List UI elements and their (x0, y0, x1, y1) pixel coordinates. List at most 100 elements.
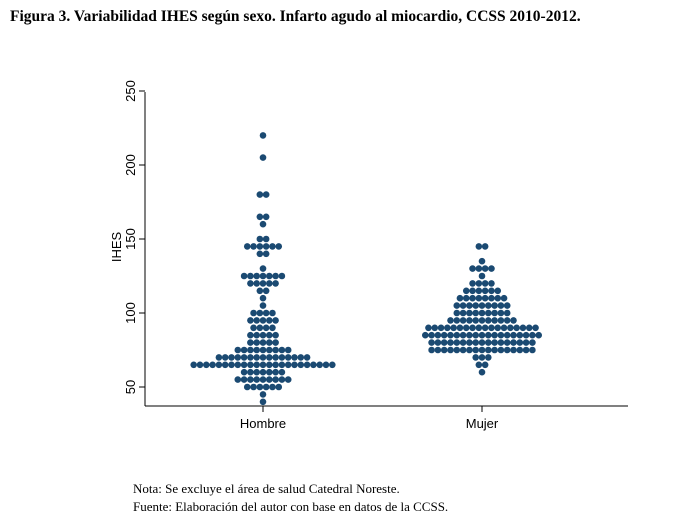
data-point (466, 309, 473, 317)
data-point (494, 294, 502, 302)
data-point (431, 324, 439, 332)
data-points (190, 132, 542, 406)
data-point (516, 346, 524, 354)
data-point (262, 235, 270, 243)
data-point (453, 339, 461, 346)
data-point (228, 361, 235, 369)
data-point (243, 383, 251, 391)
data-point (459, 339, 467, 346)
data-point (259, 398, 267, 406)
data-point (262, 243, 270, 250)
data-point (459, 302, 467, 309)
data-point (428, 346, 435, 354)
data-point (472, 302, 480, 309)
data-point (497, 302, 505, 309)
data-point (447, 346, 454, 354)
data-point (472, 346, 480, 354)
data-point (259, 265, 267, 272)
data-point (516, 339, 524, 346)
data-point (475, 243, 483, 250)
data-point (519, 324, 527, 332)
data-point (269, 324, 276, 332)
data-point (266, 272, 273, 280)
y-tick-label: 50 (123, 380, 138, 394)
data-point (478, 346, 486, 354)
data-point (522, 331, 530, 339)
data-point (284, 354, 292, 361)
x-tick-label: Mujer (466, 416, 499, 431)
data-point (221, 354, 229, 361)
data-point (422, 331, 429, 339)
data-point (472, 309, 480, 317)
data-point (240, 354, 248, 361)
data-point (284, 346, 292, 354)
data-point (440, 346, 448, 354)
data-point (215, 354, 223, 361)
data-point (472, 331, 480, 339)
data-point (247, 368, 254, 376)
data-point (234, 376, 242, 383)
data-point (497, 317, 505, 324)
data-point (475, 294, 483, 302)
data-point (522, 339, 530, 346)
data-point (481, 280, 489, 287)
data-point (209, 361, 216, 369)
data-point (272, 331, 279, 339)
data-point (462, 294, 470, 302)
data-point (478, 257, 486, 265)
data-point (428, 331, 435, 339)
data-point (272, 376, 279, 383)
data-point (535, 331, 542, 339)
data-point (228, 354, 235, 361)
data-point (269, 383, 276, 391)
data-point (284, 376, 292, 383)
data-point (221, 361, 229, 369)
data-point (215, 361, 223, 369)
data-point (329, 361, 336, 369)
data-point (488, 294, 495, 302)
data-point (475, 324, 483, 332)
data-point (510, 339, 517, 346)
data-point (259, 280, 267, 287)
data-point (453, 309, 461, 317)
data-point (488, 287, 495, 295)
data-point (259, 132, 267, 139)
data-point (262, 287, 270, 295)
data-point (266, 280, 273, 287)
data-point (447, 317, 454, 324)
data-point (488, 280, 495, 287)
data-point (256, 287, 264, 295)
data-point (500, 294, 508, 302)
data-point (256, 243, 264, 250)
data-point (503, 339, 511, 346)
data-point (478, 339, 486, 346)
data-point (253, 376, 260, 383)
data-point (234, 361, 242, 369)
data-point (272, 368, 279, 376)
data-point (485, 309, 492, 317)
data-point (466, 346, 473, 354)
data-point (459, 317, 467, 324)
data-point (469, 287, 476, 295)
data-point (253, 361, 260, 369)
data-point (529, 331, 536, 339)
data-point (485, 346, 492, 354)
data-point (240, 346, 248, 354)
y-tick-label: 250 (123, 80, 138, 102)
data-point (440, 331, 448, 339)
data-point (247, 317, 254, 324)
data-point (278, 272, 286, 280)
data-point (240, 272, 248, 280)
data-point (510, 317, 517, 324)
data-point (291, 361, 298, 369)
data-point (266, 346, 273, 354)
data-point (247, 280, 254, 287)
data-point (262, 383, 270, 391)
data-point (503, 346, 511, 354)
data-point (266, 368, 273, 376)
data-point (266, 361, 273, 369)
data-point (497, 309, 505, 317)
data-point (303, 354, 311, 361)
data-point (272, 339, 279, 346)
data-point (481, 324, 489, 332)
